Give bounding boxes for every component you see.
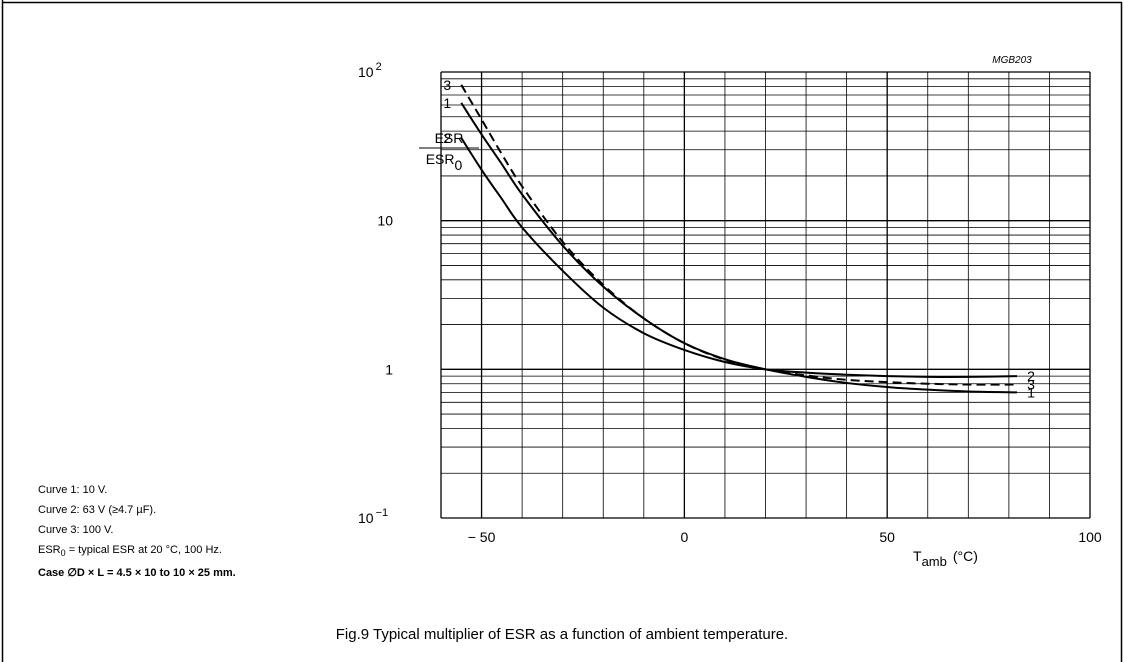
x-tick-label: 0 bbox=[680, 529, 688, 545]
y-axis-label: ESR ESR0 bbox=[419, 130, 479, 173]
curve-notes: Curve 1: 10 V. Curve 2: 63 V (≥4.7 µF). … bbox=[38, 480, 236, 583]
y-axis-label-den-sub: 0 bbox=[455, 157, 463, 173]
series-label-left-3: 3 bbox=[443, 77, 451, 93]
y-tick-exponent: 2 bbox=[376, 61, 382, 73]
note-esr0-rest: = typical ESR at 20 °C, 100 Hz. bbox=[65, 544, 222, 556]
y-tick-label: 10 −1 bbox=[358, 507, 388, 526]
figure-id: MGB203 bbox=[992, 55, 1032, 66]
chart-curves bbox=[460, 84, 1018, 394]
y-axis-label-den-base: ESR bbox=[426, 151, 455, 167]
note-esr0-sub: 0 bbox=[60, 548, 66, 559]
y-tick-base: 10 bbox=[358, 64, 374, 80]
x-axis-label-sub: amb bbox=[922, 554, 947, 569]
series-label-left-1: 1 bbox=[443, 95, 451, 111]
series-line-2 bbox=[460, 137, 1018, 378]
y-tick-base: 1 bbox=[385, 361, 393, 377]
note-curve-3: Curve 3: 100 V. bbox=[38, 524, 114, 536]
y-tick-exponent: −1 bbox=[376, 507, 389, 519]
note-case-size-text: Case ∅D × L = 4.5 × 10 to 10 × 25 mm bbox=[38, 567, 233, 580]
y-axis-label-denominator: ESR0 bbox=[426, 151, 463, 173]
series-label-right-3: 3 bbox=[1027, 377, 1035, 393]
chart-grid bbox=[440, 71, 1091, 519]
series-line-3 bbox=[460, 84, 1017, 386]
note-curve-2: Curve 2: 63 V (≥4.7 µF). bbox=[38, 504, 157, 516]
y-tick-label: 1 bbox=[385, 361, 393, 377]
x-axis-label-unit: (°C) bbox=[953, 548, 978, 564]
series-label-right-2: 2 bbox=[1027, 368, 1035, 384]
x-axis-label: Tamb (°C) bbox=[913, 548, 978, 569]
y-tick-label: 10 2 bbox=[358, 61, 382, 80]
note-curve-1: Curve 1: 10 V. bbox=[38, 484, 108, 496]
y-tick-base: 10 bbox=[358, 510, 374, 526]
figure-caption: Fig.9 Typical multiplier of ESR as a fun… bbox=[335, 626, 789, 643]
y-tick-label: 10 bbox=[377, 213, 393, 229]
note-esr0-label: ESR bbox=[38, 544, 61, 556]
series-line-1 bbox=[460, 102, 1018, 394]
series-label-right-1: 1 bbox=[1027, 384, 1035, 400]
note-case-size: Case ∅D × L = 4.5 × 10 to 10 × 25 mm. bbox=[38, 567, 236, 580]
x-tick-label: 100 bbox=[1078, 529, 1102, 545]
y-tick-base: 10 bbox=[377, 213, 393, 229]
x-axis-label-text: Tamb (°C) bbox=[913, 548, 978, 569]
x-tick-label: − 50 bbox=[468, 529, 496, 545]
note-esr0: ESR0 = typical ESR at 20 °C, 100 Hz. bbox=[38, 540, 236, 563]
x-tick-label: 50 bbox=[879, 529, 895, 545]
x-axis-label-symbol: T bbox=[913, 548, 922, 564]
y-axis-label-numerator: ESR bbox=[435, 130, 464, 146]
series-label-left-2: 2 bbox=[443, 130, 451, 146]
